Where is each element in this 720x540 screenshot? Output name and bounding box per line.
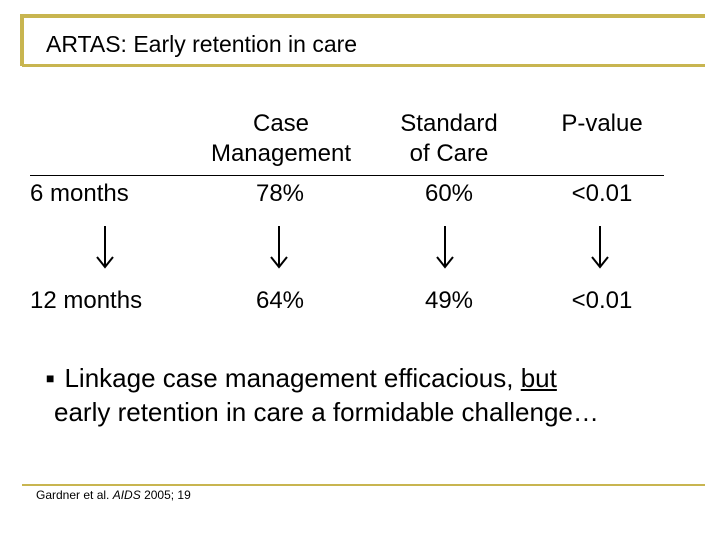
header-std-line1: Standard — [400, 110, 498, 137]
bullet-text-line2: early retention in care a formidable cha… — [54, 397, 599, 427]
citation-author: Gardner et al. — [36, 488, 113, 502]
header-case-management: Case Management — [196, 109, 366, 169]
header-case-line1: Case — [252, 110, 310, 137]
down-arrow-icon — [436, 226, 454, 269]
header-std-line2: of Care — [409, 140, 489, 167]
footer-rule — [22, 484, 705, 486]
header-case-line2: Management — [210, 140, 352, 167]
header-standard-of-care: Standard of Care — [378, 109, 520, 169]
citation-rest: 2005; 19 — [140, 488, 191, 502]
bullet-point: ■ Linkage case management efficacious, bu… — [46, 361, 557, 395]
down-arrow-icon — [270, 226, 288, 269]
cell-12m-p-value: <0.01 — [571, 287, 633, 314]
cell-6m-case-management: 78% — [255, 180, 305, 207]
table-header-rule — [30, 175, 664, 176]
row-label-6-months: 6 months — [30, 180, 129, 207]
cell-12m-case-management: 64% — [255, 287, 305, 314]
cell-6m-p-value: <0.01 — [571, 180, 633, 207]
title-frame-top-line — [20, 14, 705, 18]
cell-6m-standard-of-care: 60% — [424, 180, 474, 207]
down-arrow-icon — [591, 226, 609, 269]
down-arrow-icon — [96, 226, 114, 269]
citation: Gardner et al. AIDS 2005; 19 — [36, 488, 191, 502]
row-label-12-months: 12 months — [30, 287, 143, 314]
cell-12m-standard-of-care: 49% — [424, 287, 474, 314]
header-p-value: P-value — [561, 110, 643, 137]
bullet-text-part1: Linkage case management efficacious, — [64, 363, 521, 393]
square-bullet-icon: ■ — [46, 370, 55, 386]
bullet-text-underlined: but — [520, 363, 557, 393]
citation-journal: AIDS — [112, 488, 141, 502]
title-frame-bottom-line — [22, 64, 705, 67]
slide-title: ARTAS: Early retention in care — [46, 31, 358, 57]
title-frame-left-bar — [20, 14, 24, 66]
